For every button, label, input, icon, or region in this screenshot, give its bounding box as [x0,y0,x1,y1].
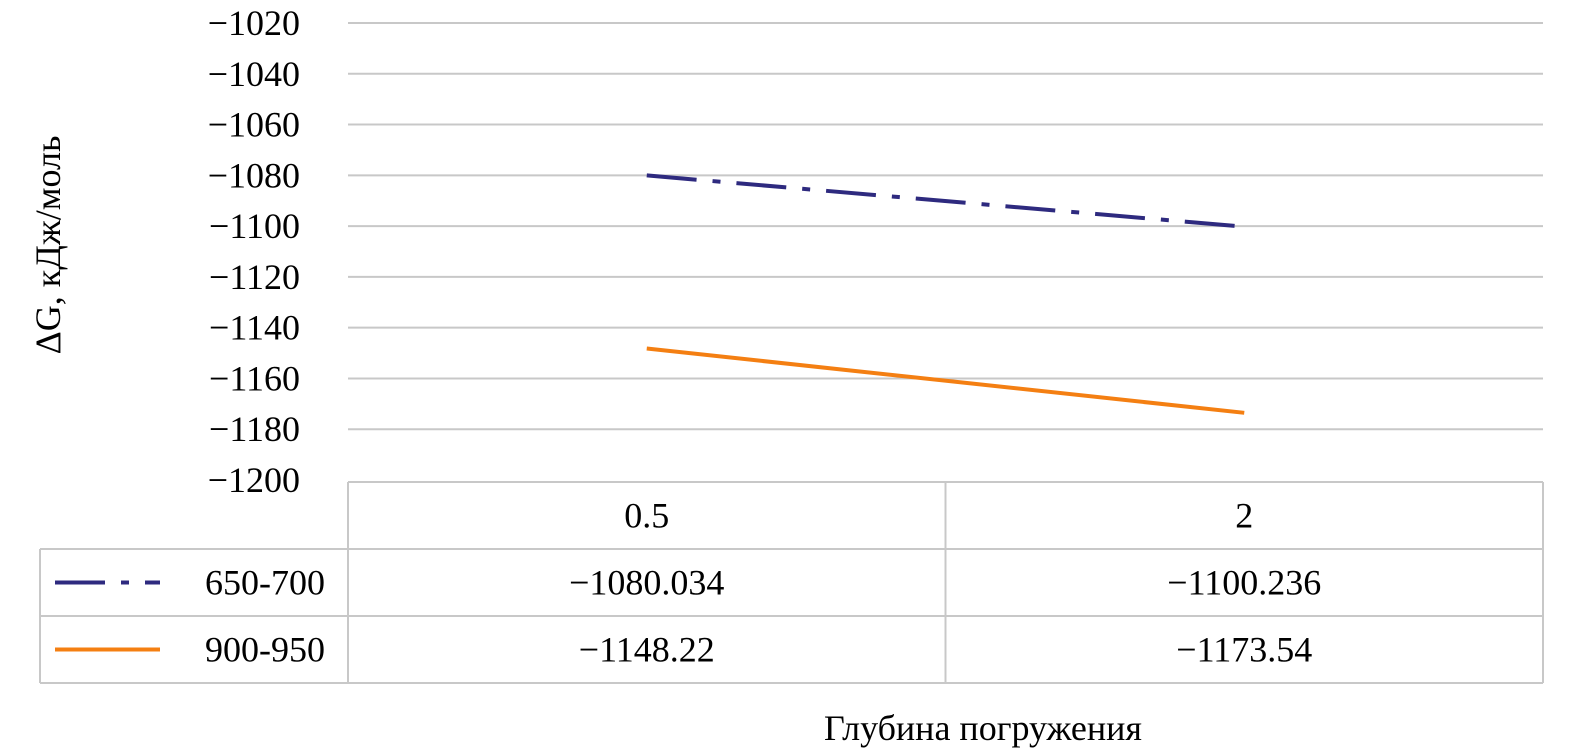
y-tick-label: −1140 [209,308,300,348]
data-table: 0.5 2 650-700 −1080.034 −1100.236 900-950 −114… [39,481,1544,684]
x-tick-label: 0.5 [624,496,669,536]
data-table-value: −1148.22 [579,630,715,670]
series-line-650-700 [646,173,1245,229]
y-axis-label: ΔG, кДж/моль [28,136,68,355]
x-tick-label: 2 [1235,496,1253,536]
y-tick-label: −1080 [208,155,300,195]
legend-label: 650-700 [205,563,325,603]
y-tick-label: −1180 [209,409,300,449]
y-tick-label: −1020 [208,3,300,43]
series-lines [646,173,1245,415]
legend-label: 900-950 [205,630,325,670]
y-tick-label: −1100 [209,206,300,246]
y-tick-label: −1060 [208,105,300,145]
y-tick-label: −1200 [208,460,300,500]
data-table-value: −1080.034 [569,563,724,603]
series-line-900-950 [646,346,1245,415]
x-axis-label: Глубина погружения [824,708,1142,748]
gridlines [348,22,1543,431]
y-tick-label: −1120 [209,257,300,297]
data-table-value: −1100.236 [1167,563,1321,603]
y-axis-tick-labels: −1020 −1040 −1060 −1080 −1100 −1120 −1140 −1160… [208,3,300,500]
y-tick-label: −1160 [209,358,300,398]
y-tick-label: −1040 [208,54,300,94]
data-table-value: −1173.54 [1176,630,1312,670]
